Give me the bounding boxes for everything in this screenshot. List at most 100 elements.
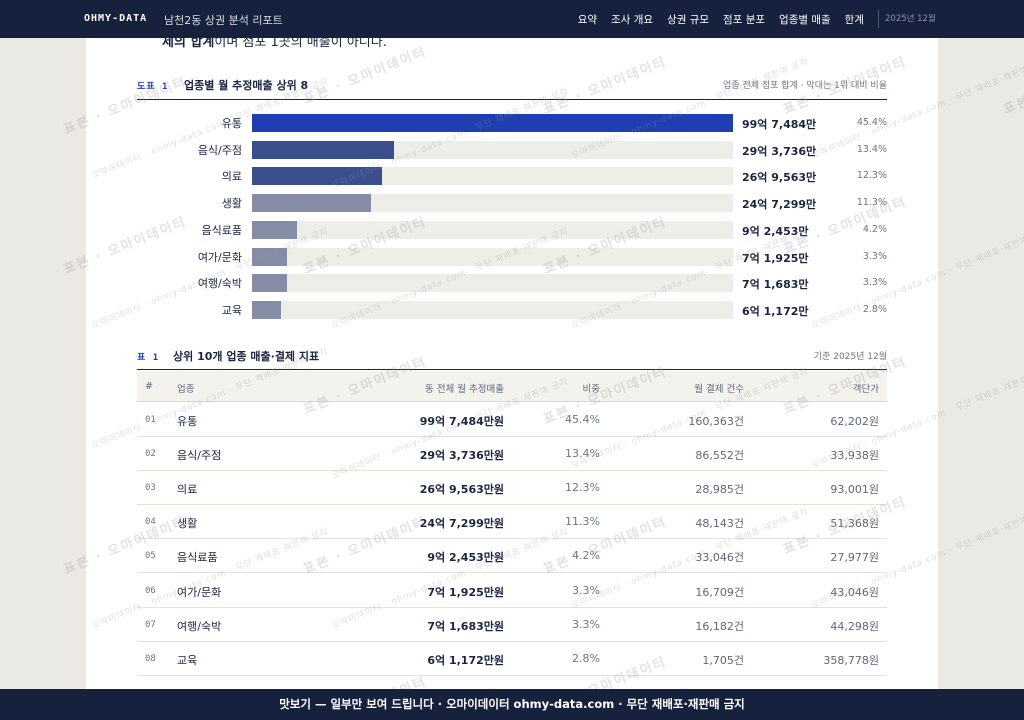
row-industry: 여가/문화 [177, 585, 222, 599]
bar [252, 167, 382, 186]
bar-value-label: 6억 1,172만 [742, 304, 809, 318]
bar-row: 의료 26억 9,563만 12.3% [137, 167, 887, 186]
bar-track [252, 220, 733, 239]
row-industry: 유통 [177, 415, 198, 428]
nav-link-store-distribution[interactable]: 점포 분포 [723, 14, 766, 26]
row-sales: 29억 3,736만원 [419, 449, 504, 463]
bar-track [252, 114, 733, 132]
row-index: 01 [145, 415, 156, 425]
brand-logo[interactable]: OHMY-DATA [84, 13, 148, 24]
row-index: 03 [145, 483, 156, 494]
bar-share-label: 13.4% [856, 143, 887, 155]
row-sales: 24억 7,299만원 [419, 517, 504, 531]
table-row: 06 여가/문화 7억 1,925만원 3.3% 16,709건 43,046원 [137, 574, 887, 608]
bar-row: 음식/주점 29억 3,736만 13.4% [137, 140, 887, 159]
nav-link-survey-overview[interactable]: 조사 개요 [611, 14, 654, 26]
table-row: 05 음식료품 9억 2,453만원 4.2% 33,046건 27,977원 [137, 539, 887, 574]
bar-value-label: 7억 1,683만 [742, 278, 809, 292]
row-share: 3.3% [572, 583, 600, 597]
table-row: 03 의료 26억 9,563만원 12.3% 28,985건 93,001원 [137, 471, 887, 506]
row-share: 2.8% [572, 651, 600, 665]
bar-row: 생활 24억 7,299만 11.3% [137, 194, 887, 213]
bar [252, 140, 394, 159]
row-index: 07 [145, 619, 156, 630]
row-sales: 7억 1,683만원 [427, 619, 504, 633]
row-avg-price: 27,977원 [830, 551, 879, 565]
bar [252, 300, 282, 319]
bar-label: 교육 [221, 303, 242, 317]
row-share: 45.4% [565, 413, 600, 426]
row-index: 05 [145, 551, 156, 562]
figure-header: 도표 1 업종별 월 추정매출 상위 8 업종 전체 점포 합계 · 막대는 1… [137, 70, 887, 100]
row-payment-count: 86,552건 [695, 449, 744, 463]
row-industry: 생활 [177, 517, 198, 531]
row-industry: 의료 [177, 483, 198, 497]
row-sales: 9억 2,453만원 [427, 551, 504, 565]
table-label: 표 1 [137, 353, 160, 363]
nav-link-limitations[interactable]: 한계 [844, 14, 864, 26]
table-title: 상위 10개 업종 매출·결제 지표 [173, 350, 320, 363]
bar-track [252, 194, 733, 213]
bar-label: 의료 [221, 170, 242, 184]
row-sales: 6억 1,172만원 [427, 653, 504, 667]
col-header-share: 비중 [582, 384, 600, 395]
row-payment-count: 16,182건 [695, 619, 744, 633]
bar-value-label: 7억 1,925만 [742, 251, 809, 265]
bar-track [252, 300, 733, 319]
report-date: 2025년 12월 [878, 10, 936, 28]
bar-label: 음식/주점 [197, 143, 242, 157]
bar [252, 274, 287, 293]
bar-value-label: 29억 3,736만 [742, 144, 817, 158]
nav-link-summary[interactable]: 요약 [577, 14, 598, 26]
intro-bold-text: 제의 합계 [162, 38, 215, 50]
bar-row: 음식료품 9억 2,453만 4.2% [137, 220, 887, 239]
row-index: 08 [145, 653, 156, 664]
bar-value-label: 24억 7,299만 [742, 198, 817, 212]
row-sales: 26억 9,563만원 [419, 483, 504, 497]
bar-track [252, 274, 733, 293]
row-share: 12.3% [565, 481, 600, 495]
row-share: 3.3% [572, 617, 600, 631]
col-header-index: # [145, 381, 153, 392]
bar-share-label: 12.3% [856, 170, 887, 182]
col-header-count: 월 결제 건수 [694, 384, 744, 395]
row-avg-price: 358,778원 [823, 653, 879, 667]
bar-label: 여행/숙박 [197, 277, 242, 291]
row-payment-count: 48,143건 [695, 517, 744, 531]
row-index: 06 [145, 585, 156, 596]
intro-text: 이며 점포 1곳의 매출이 아니다. [214, 38, 387, 50]
bar-label: 생활 [221, 197, 242, 211]
bar [252, 220, 297, 239]
row-payment-count: 33,046건 [695, 551, 744, 565]
table-row: 01 유통 99억 7,484만원 45.4% 160,363건 62,202원 [137, 403, 887, 437]
bar-row: 여가/문화 7억 1,925만 3.3% [137, 247, 887, 266]
col-header-avg-price: 객단가 [852, 384, 879, 395]
row-industry: 음식/주점 [177, 449, 222, 463]
bar-value-label: 26억 9,563만 [742, 171, 817, 185]
watermark-text: 표본 · 오마이데이터 [1001, 54, 1024, 118]
row-payment-count: 1,705건 [702, 653, 744, 667]
bar-track [252, 167, 733, 186]
bar-label: 음식료품 [201, 223, 242, 237]
bar-row: 여행/숙박 7억 1,683만 3.3% [137, 274, 887, 293]
table-note: 기준 2025년 12월 [813, 352, 887, 362]
bar-track [252, 247, 733, 266]
row-payment-count: 28,985건 [695, 483, 744, 497]
row-sales: 99억 7,484만원 [419, 415, 504, 428]
row-index: 04 [145, 517, 156, 528]
nav-link-market-size[interactable]: 상권 규모 [667, 14, 710, 26]
bar-value-label: 9억 2,453만 [742, 224, 809, 238]
table-row: 02 음식/주점 29억 3,736만원 13.4% 86,552건 33,938원 [137, 437, 887, 472]
bar-share-label: 2.8% [862, 303, 887, 315]
nav-link-sales-by-industry[interactable]: 업종별 매출 [779, 14, 831, 26]
top-navigation-bar: OHMY-DATA 남천2동 상권 분석 리포트 요약 조사 개요 상권 규모 … [0, 0, 1024, 38]
bar-share-label: 3.3% [862, 277, 887, 289]
row-avg-price: 33,938원 [830, 449, 879, 463]
bar-share-label: 45.4% [856, 117, 887, 128]
bar-row: 유통 99억 7,484만 45.4% [137, 114, 887, 132]
bar [252, 194, 372, 213]
row-payment-count: 160,363건 [688, 415, 744, 428]
bar-value-label: 99억 7,484만 [742, 118, 817, 131]
table-row: 07 여행/숙박 7억 1,683만원 3.3% 16,182건 44,298원 [137, 608, 887, 642]
bar-label: 여가/문화 [197, 250, 242, 264]
